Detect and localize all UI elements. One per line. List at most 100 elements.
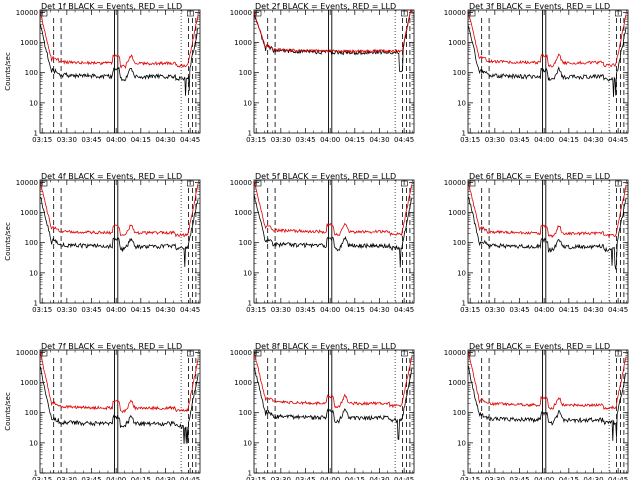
x-tick-label: 04:30 — [369, 136, 389, 144]
x-tick-label: 04:45 — [180, 136, 200, 144]
y-tick-label: 1 — [248, 470, 252, 478]
panel-title: Det 4f BLACK = Events, RED = LLD — [41, 172, 182, 181]
y-tick-label: 100 — [453, 69, 466, 77]
x-tick-label: 04:00 — [106, 306, 126, 314]
x-tick-label: 04:30 — [155, 306, 175, 314]
panel-det-1f: Det 1f BLACK = Events, RED = LLD Counts/s… — [4, 2, 201, 144]
y-tick-label: 10 — [457, 269, 466, 277]
y-tick-label: 10 — [29, 439, 38, 447]
x-tick-label: 03:30 — [57, 136, 77, 144]
x-tick-label: 03:45 — [81, 476, 101, 480]
corner-box-marker — [401, 180, 408, 187]
x-tick-label: 03:15 — [32, 476, 52, 480]
y-tick-label: 1000 — [20, 39, 38, 47]
x-tick-label: 03:45 — [295, 306, 315, 314]
y-tick-label: 1 — [34, 470, 38, 478]
x-tick-label: 04:45 — [180, 476, 200, 480]
y-tick-label: 1000 — [20, 209, 38, 217]
y-tick-label: 10 — [243, 269, 252, 277]
y-axis-label: Counts/sec — [4, 392, 12, 431]
y-tick-label: 1 — [248, 130, 252, 138]
y-tick-label: 1000 — [448, 209, 466, 217]
x-tick-label: 03:15 — [460, 306, 480, 314]
x-tick-label: 04:30 — [155, 476, 175, 480]
events-series-line — [40, 366, 199, 444]
x-tick-label: 03:45 — [81, 306, 101, 314]
panel-title: Det 1f BLACK = Events, RED = LLD — [41, 2, 182, 11]
x-tick-label: 04:30 — [583, 136, 603, 144]
corner-box-marker — [40, 10, 48, 17]
x-tick-label: 03:15 — [460, 136, 480, 144]
lld-series-line — [468, 353, 627, 410]
y-tick-label: 10 — [29, 269, 38, 277]
y-tick-label: 1000 — [448, 379, 466, 387]
panel-title: Det 3f BLACK = Events, RED = LLD — [469, 2, 610, 11]
y-tick-label: 10000 — [230, 179, 252, 187]
x-tick-label: 04:30 — [369, 306, 389, 314]
x-tick-label: 04:30 — [583, 306, 603, 314]
x-tick-label: 04:30 — [155, 136, 175, 144]
x-tick-label: 04:15 — [131, 136, 151, 144]
panel-title: Det 2f BLACK = Events, RED = LLD — [255, 2, 396, 11]
panel-title: Det 9f BLACK = Events, RED = LLD — [469, 342, 610, 351]
plot-frame — [39, 349, 201, 474]
y-tick-label: 1000 — [234, 209, 252, 217]
y-tick-label: 100 — [25, 69, 38, 77]
plot-frame — [467, 179, 629, 304]
y-tick-label: 10 — [243, 439, 252, 447]
lld-series-line — [40, 352, 199, 414]
y-tick-label: 10 — [243, 99, 252, 107]
panel-title: Det 5f BLACK = Events, RED = LLD — [255, 172, 396, 181]
y-tick-label: 10 — [457, 439, 466, 447]
x-tick-label: 04:45 — [608, 136, 628, 144]
y-tick-label: 1 — [34, 130, 38, 138]
y-tick-label: 100 — [453, 239, 466, 247]
x-tick-label: 04:00 — [534, 476, 554, 480]
panel-det-8f: Det 8f BLACK = Events, RED = LLDStart Ti… — [230, 342, 415, 480]
x-tick-label: 04:45 — [608, 306, 628, 314]
x-tick-label: 04:30 — [369, 476, 389, 480]
x-tick-label: 04:15 — [559, 136, 579, 144]
x-tick-label: 03:15 — [246, 306, 266, 314]
x-tick-label: 03:30 — [485, 306, 505, 314]
x-tick-label: 04:15 — [345, 306, 365, 314]
y-tick-label: 10 — [457, 99, 466, 107]
lld-series-line — [254, 181, 413, 237]
plot-frame — [467, 349, 629, 474]
plot-frame — [467, 9, 629, 134]
x-tick-label: 03:30 — [57, 476, 77, 480]
plot-frame — [253, 179, 415, 304]
corner-box-marker — [615, 180, 622, 187]
events-series-line — [468, 196, 627, 270]
panel-det-7f: Det 7f BLACK = Events, RED = LLD Counts/s… — [4, 342, 201, 480]
x-tick-label: 04:00 — [534, 136, 554, 144]
y-tick-label: 100 — [239, 239, 252, 247]
plot-frame — [39, 9, 201, 134]
y-axis-label: Counts/sec — [4, 52, 12, 91]
panel-det-9f: Det 9f BLACK = Events, RED = LLDStart Ti… — [444, 342, 629, 480]
x-tick-label: 03:30 — [485, 136, 505, 144]
y-tick-label: 100 — [25, 409, 38, 417]
x-tick-label: 04:45 — [394, 476, 414, 480]
events-series-line — [254, 367, 413, 440]
x-tick-label: 04:00 — [534, 306, 554, 314]
y-tick-label: 1 — [462, 300, 466, 308]
events-series-line — [40, 196, 199, 267]
x-tick-label: 03:30 — [271, 476, 291, 480]
x-tick-label: 04:15 — [131, 306, 151, 314]
x-tick-label: 04:15 — [345, 476, 365, 480]
y-tick-label: 10000 — [16, 349, 38, 357]
x-tick-label: 03:15 — [32, 136, 52, 144]
panel-det-6f: Det 6f BLACK = Events, RED = LLD 1 10 100 10… — [444, 172, 629, 314]
corner-box-marker — [187, 180, 194, 187]
x-tick-label: 03:45 — [295, 136, 315, 144]
y-tick-label: 1000 — [234, 39, 252, 47]
x-tick-label: 03:15 — [246, 476, 266, 480]
panel-det-2f: Det 2f BLACK = Events, RED = LLD 1 10 100 10… — [230, 2, 415, 144]
y-tick-label: 10000 — [16, 179, 38, 187]
y-tick-label: 10000 — [16, 9, 38, 17]
y-tick-label: 100 — [25, 239, 38, 247]
panel-det-3f: Det 3f BLACK = Events, RED = LLD 1 10 100 10… — [444, 2, 629, 144]
x-tick-label: 03:30 — [271, 306, 291, 314]
